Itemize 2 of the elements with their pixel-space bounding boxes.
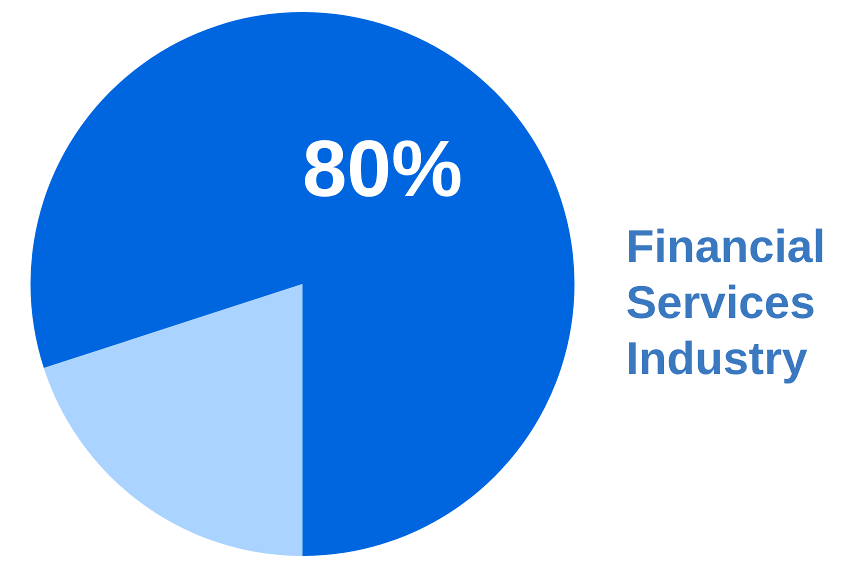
data-label: 80% [302, 124, 462, 214]
text: Financial Services Industry [626, 219, 826, 386]
